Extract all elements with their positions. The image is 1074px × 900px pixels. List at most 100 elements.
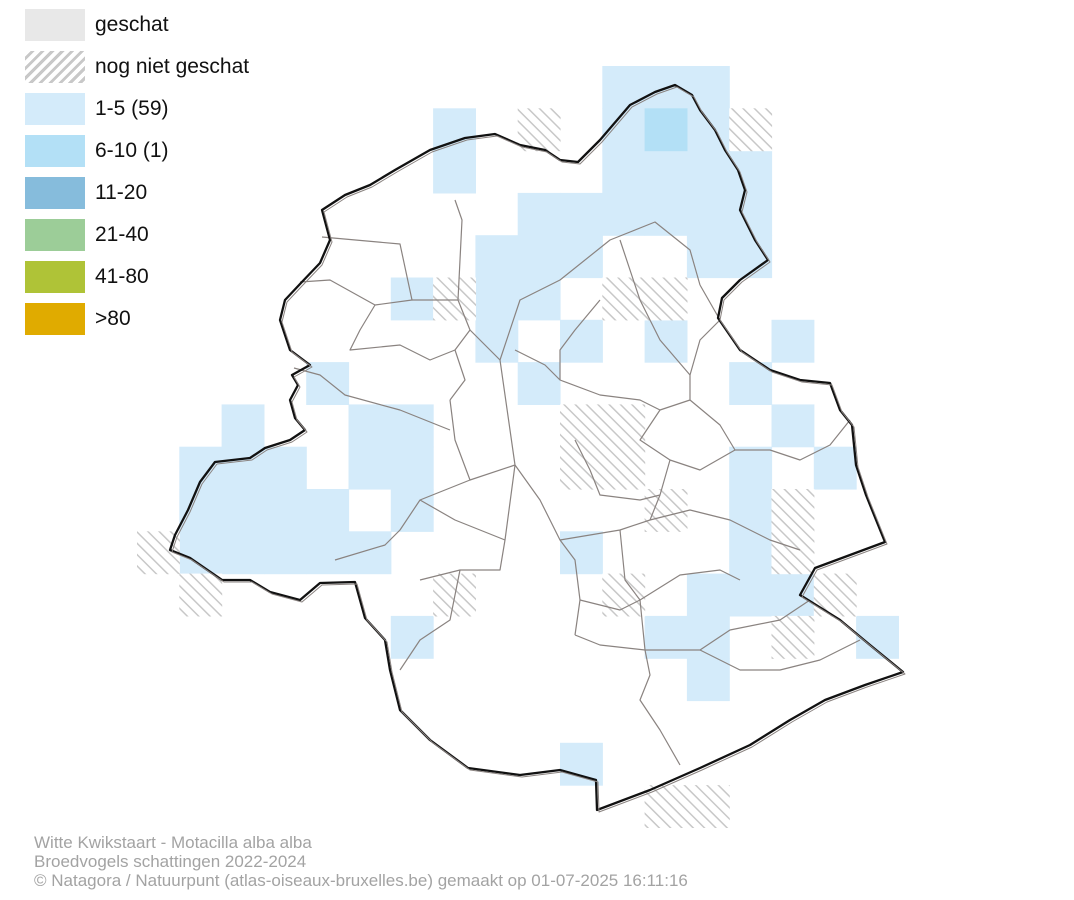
grid-cell-1-5 [433,150,476,194]
map-footer: Witte Kwikstaart - Motacilla alba alba B… [34,833,688,890]
grid-cell-not-estimated [179,573,223,617]
legend-label: 41-80 [95,265,149,288]
grid-cell-1-5 [560,192,603,236]
grid-cell-1-5 [686,573,730,617]
legend-swatch [25,51,85,83]
grid-cell-1-5 [221,404,265,448]
grid-cell-not-estimated [602,277,646,321]
grid-cell-1-5 [729,489,773,532]
grid-cell-1-5 [348,531,392,575]
grid-cell-1-5 [644,319,688,363]
grid-cell-not-estimated [602,404,646,448]
grid-cell-1-5 [602,66,646,109]
legend-item: geschat [25,4,249,46]
grid-cell-1-5 [560,531,603,575]
credit-caption: © Natagora / Natuurpunt (atlas-oiseaux-b… [34,871,688,890]
grid-cell-1-5 [729,150,773,194]
grid-cell-1-5 [686,658,730,702]
grid-cell-1-5 [390,489,434,532]
grid-cell-1-5 [306,362,350,405]
grid-cell-1-5 [179,531,223,575]
grid-cell-not-estimated [686,785,730,828]
grid-cell-1-5 [475,277,519,321]
legend-item: 41-80 [25,256,249,298]
grid-cell-1-5 [221,489,265,532]
grid-cell-1-5 [729,362,773,405]
grid-cell-not-estimated [433,277,476,321]
grid-cell-1-5 [221,531,265,575]
survey-caption: Broedvogels schattingen 2022-2024 [34,852,307,871]
legend-item: 11-20 [25,172,249,214]
region-boundary-shadow [171,86,906,813]
legend-label: geschat [95,13,169,36]
legend-swatch [25,93,85,125]
grid-cell-1-5 [644,150,688,194]
grid-cell-1-5 [390,446,434,490]
grid-cell-1-5 [348,446,392,490]
legend-label: 21-40 [95,223,149,246]
grid-cell-1-5 [602,192,646,236]
grid-cell-6-10 [644,108,688,152]
grid-cell-not-estimated [771,489,815,532]
legend-item: 21-40 [25,214,249,256]
grid-cell-1-5 [179,489,223,532]
legend-swatch [25,219,85,251]
legend-item: >80 [25,298,249,340]
legend-swatch [25,9,85,41]
grid-cell-1-5 [729,446,773,490]
map-legend: geschat nog niet geschat 1-5 (59) 6-10 (1) 1… [25,4,249,340]
grid-cell-not-estimated [602,446,646,490]
grid-cell-1-5 [560,235,603,279]
grid-cell-not-estimated [644,489,688,532]
grid-cell-1-5 [771,319,815,363]
grid-cell-1-5 [560,742,603,786]
grid-cell-1-5 [517,362,561,405]
grid-cell-1-5 [348,404,392,448]
legend-swatch [25,261,85,293]
grid-cell-not-estimated [517,108,561,152]
grid-cell-1-5 [686,615,730,659]
grid-cell-1-5 [263,489,307,532]
grid-cell-1-5 [644,192,688,236]
grid-cell-not-estimated [602,573,646,617]
grid-cell-not-estimated [644,785,688,828]
grid-cell-1-5 [686,235,730,279]
grid-cell-1-5 [729,531,773,575]
municipality-borders [293,199,861,766]
grid-cell-1-5 [644,615,688,659]
grid-cell-1-5 [602,150,646,194]
grid-cell-1-5 [306,531,350,575]
grid-cell-1-5 [306,489,350,532]
grid-cell-1-5 [517,192,561,236]
grid-cell-1-5 [390,404,434,448]
legend-label: 1-5 (59) [95,97,169,120]
legend-label: >80 [95,307,131,330]
grid-cell-1-5 [813,446,857,490]
grid-cell-1-5 [263,446,307,490]
grid-cell-1-5 [686,66,730,109]
grid-cell-not-estimated [560,404,603,448]
species-caption: Witte Kwikstaart - Motacilla alba alba [34,833,312,852]
grid-cells-not-estimated [137,108,857,828]
grid-cell-1-5 [475,235,519,279]
grid-cell-not-estimated [813,573,857,617]
grid-cell-not-estimated [771,615,815,659]
legend-label: nog niet geschat [95,55,250,78]
legend-label: 6-10 (1) [95,139,169,162]
grid-cell-1-5 [729,573,773,617]
legend-item: nog niet geschat [25,46,249,88]
grid-cell-not-estimated [644,277,688,321]
grid-cell-1-5 [263,531,307,575]
grid-cell-1-5 [517,235,561,279]
region-boundary [168,83,905,812]
grid-cell-1-5 [686,150,730,194]
grid-cells-6-10 [644,108,688,152]
legend-swatch [25,177,85,209]
grid-cell-not-estimated [729,108,773,152]
grid-cells-1-5 [179,66,899,786]
legend-swatch [25,135,85,167]
legend-swatch [25,303,85,335]
legend-item: 1-5 (59) [25,88,249,130]
legend-label: 11-20 [95,181,148,204]
